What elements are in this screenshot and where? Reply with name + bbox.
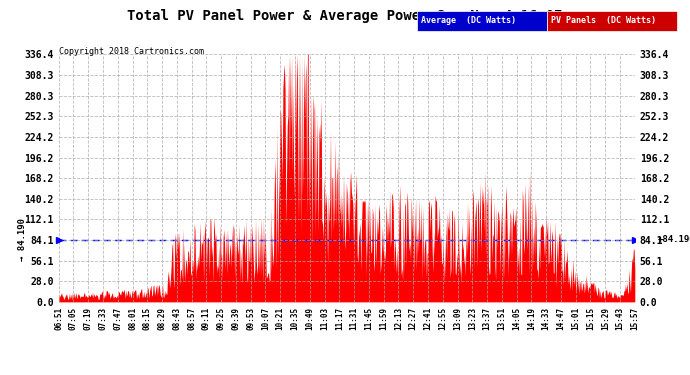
Text: Average  (DC Watts): Average (DC Watts) [421,16,516,26]
Text: PV Panels  (DC Watts): PV Panels (DC Watts) [551,16,656,26]
Text: → 84.190: → 84.190 [18,218,27,261]
Text: Total PV Panel Power & Average Power Sun Nov 4 16:07: Total PV Panel Power & Average Power Sun… [127,9,563,23]
Text: +84.190: +84.190 [658,236,690,244]
Text: Copyright 2018 Cartronics.com: Copyright 2018 Cartronics.com [59,47,204,56]
